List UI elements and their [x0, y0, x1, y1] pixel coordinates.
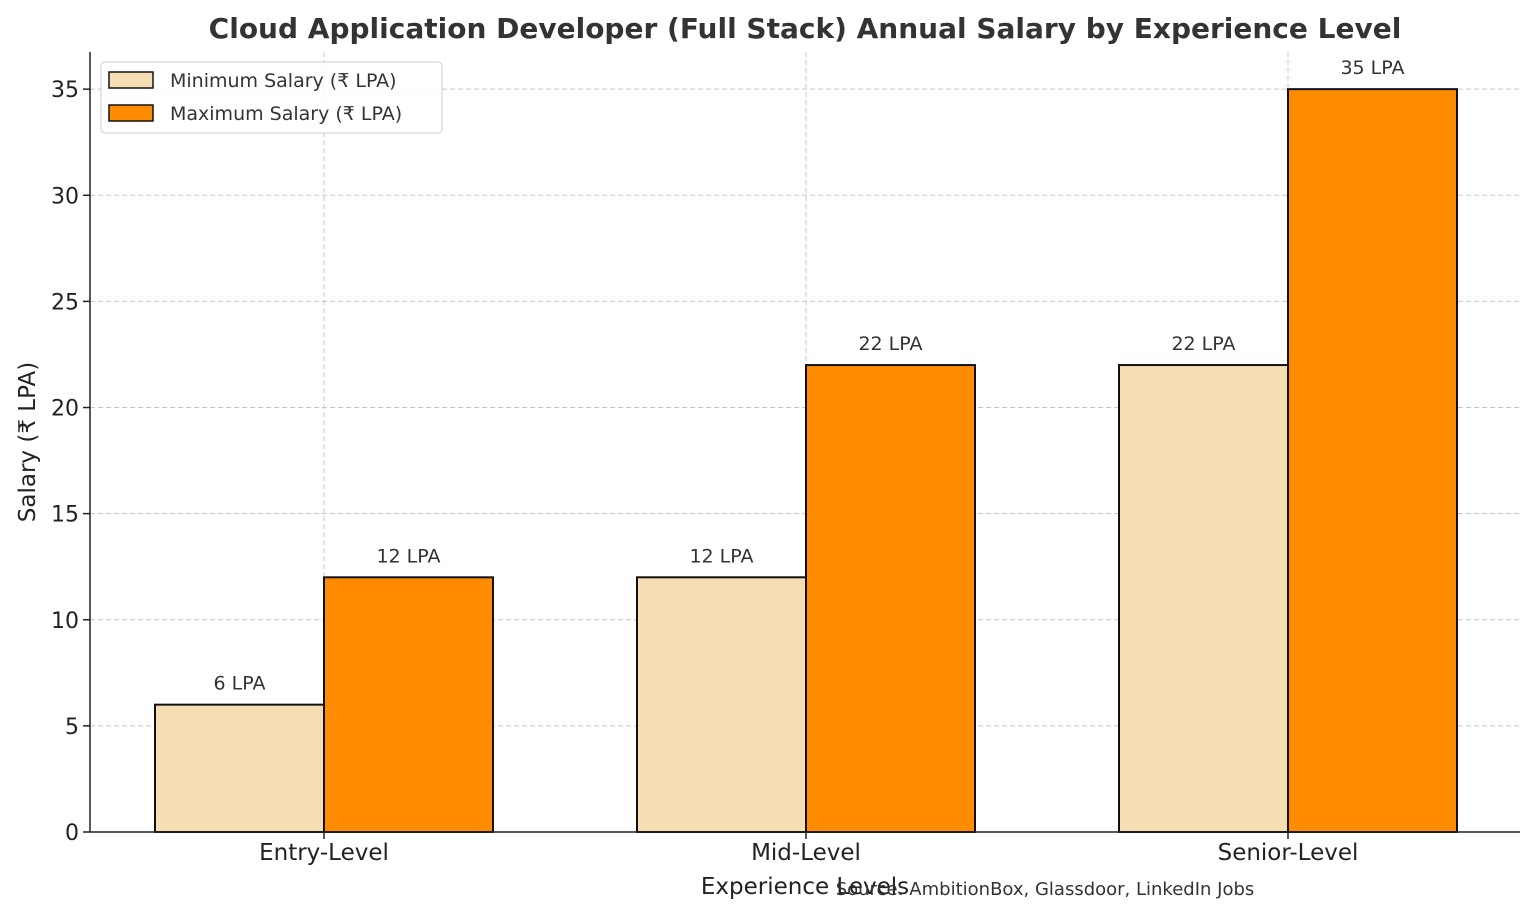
- legend-swatch-min: [108, 71, 154, 89]
- axes: [89, 52, 1520, 833]
- y-tick-label: 15: [51, 503, 79, 528]
- legend-swatch-max: [108, 104, 154, 122]
- bar-max: [323, 576, 494, 834]
- bar-max: [805, 364, 976, 833]
- y-tick-label: 0: [65, 821, 79, 846]
- x-ticks: Entry-Level Mid-Level Senior-Level: [259, 832, 1358, 866]
- x-tick-label: Senior-Level: [1218, 840, 1359, 866]
- data-label: 12 LPA: [689, 545, 753, 567]
- bar-max: [1287, 88, 1458, 833]
- y-axis-label: Salary (₹ LPA): [15, 362, 41, 522]
- x-tick-label: Entry-Level: [259, 840, 389, 866]
- legend-frame: [100, 61, 443, 134]
- legend: Minimum Salary (₹ LPA) Maximum Salary (₹…: [100, 61, 443, 134]
- data-label: 12 LPA: [376, 545, 440, 567]
- legend-label-max: Maximum Salary (₹ LPA): [170, 103, 402, 125]
- data-label: 22 LPA: [858, 333, 922, 355]
- legend-label-min: Minimum Salary (₹ LPA): [170, 70, 397, 92]
- data-label: 35 LPA: [1340, 57, 1404, 79]
- data-labels: 6 LPA 12 LPA 12 LPA 22 LPA 22 LPA 35 LPA: [214, 57, 1405, 695]
- data-label: 6 LPA: [214, 673, 266, 695]
- y-tick-label: 20: [51, 397, 79, 422]
- y-tick-label: 30: [51, 184, 79, 209]
- data-label: 22 LPA: [1171, 333, 1235, 355]
- y-tick-label: 25: [51, 290, 79, 315]
- x-tick-label: Mid-Level: [751, 840, 861, 866]
- y-ticks: 0 5 10 15 20 25 30 35: [51, 78, 90, 846]
- bar-min: [1118, 364, 1289, 833]
- x-axis-label: Experience Levels: [701, 874, 909, 900]
- bar-min: [636, 576, 807, 834]
- y-tick-label: 5: [65, 715, 79, 740]
- y-tick-label: 10: [51, 609, 79, 634]
- bar-min: [154, 703, 325, 834]
- chart-title: Cloud Application Developer (Full Stack)…: [209, 12, 1402, 45]
- source-annotation: Source: AmbitionBox, Glassdoor, LinkedIn…: [836, 879, 1255, 900]
- bars: [154, 88, 1458, 834]
- y-tick-label: 35: [51, 78, 79, 103]
